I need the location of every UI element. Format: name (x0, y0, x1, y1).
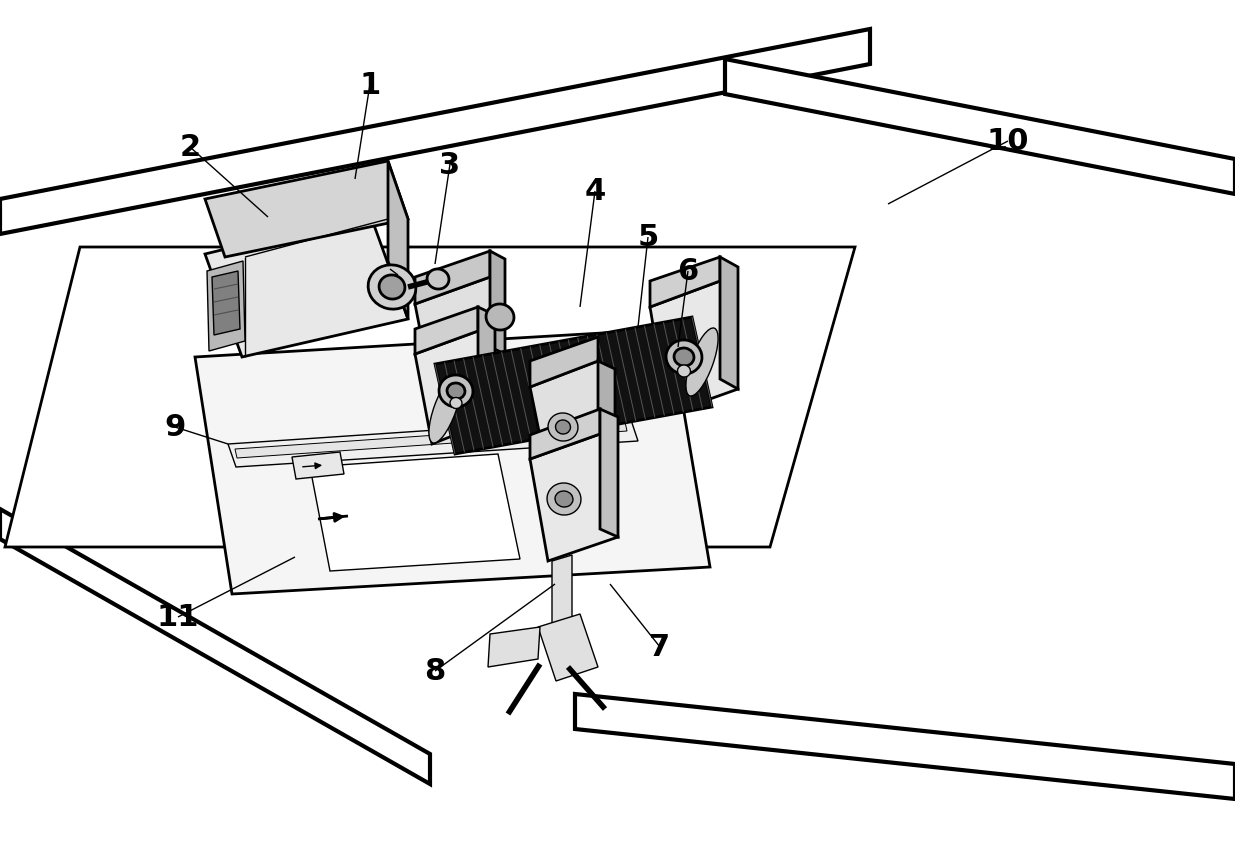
Ellipse shape (368, 266, 416, 310)
Ellipse shape (438, 376, 473, 407)
Polygon shape (212, 272, 240, 336)
Polygon shape (490, 251, 505, 354)
Polygon shape (650, 282, 739, 415)
Polygon shape (310, 454, 520, 572)
Polygon shape (650, 257, 720, 308)
Polygon shape (228, 417, 638, 468)
Ellipse shape (547, 483, 580, 515)
Ellipse shape (427, 269, 450, 290)
Polygon shape (530, 337, 598, 388)
Ellipse shape (548, 413, 578, 441)
Polygon shape (488, 627, 540, 667)
Polygon shape (415, 331, 495, 445)
Text: 9: 9 (164, 413, 185, 442)
Ellipse shape (487, 305, 514, 331)
Text: 2: 2 (179, 134, 200, 163)
Polygon shape (415, 308, 478, 354)
Ellipse shape (555, 492, 573, 508)
Polygon shape (415, 251, 490, 305)
Ellipse shape (556, 421, 571, 435)
Text: 11: 11 (157, 603, 199, 632)
Polygon shape (388, 162, 408, 320)
Polygon shape (291, 452, 345, 480)
Ellipse shape (379, 275, 405, 300)
Text: 6: 6 (677, 257, 699, 286)
Polygon shape (600, 410, 618, 538)
Polygon shape (530, 361, 615, 471)
Polygon shape (0, 30, 869, 234)
Polygon shape (598, 361, 615, 447)
Ellipse shape (674, 348, 694, 366)
Polygon shape (530, 435, 618, 561)
Polygon shape (0, 509, 430, 784)
Polygon shape (530, 410, 600, 459)
Ellipse shape (678, 366, 690, 377)
Ellipse shape (666, 341, 701, 375)
Polygon shape (205, 215, 408, 358)
Polygon shape (576, 694, 1235, 799)
Polygon shape (478, 308, 495, 419)
Ellipse shape (447, 383, 464, 400)
Polygon shape (195, 330, 710, 595)
Ellipse shape (685, 329, 718, 396)
Polygon shape (415, 278, 505, 382)
Text: 4: 4 (584, 177, 605, 206)
Polygon shape (5, 248, 855, 547)
Polygon shape (538, 614, 598, 682)
Text: 3: 3 (440, 150, 461, 179)
Text: 7: 7 (650, 633, 671, 662)
Polygon shape (235, 423, 627, 458)
Ellipse shape (450, 398, 462, 409)
Text: 10: 10 (987, 127, 1029, 156)
Text: 5: 5 (637, 223, 658, 252)
Polygon shape (207, 262, 245, 352)
Polygon shape (725, 60, 1235, 195)
Polygon shape (435, 318, 713, 454)
Polygon shape (552, 556, 572, 636)
Text: 8: 8 (425, 657, 446, 686)
Text: 1: 1 (359, 71, 380, 100)
Ellipse shape (429, 376, 461, 444)
Polygon shape (720, 257, 739, 389)
Polygon shape (205, 162, 408, 257)
